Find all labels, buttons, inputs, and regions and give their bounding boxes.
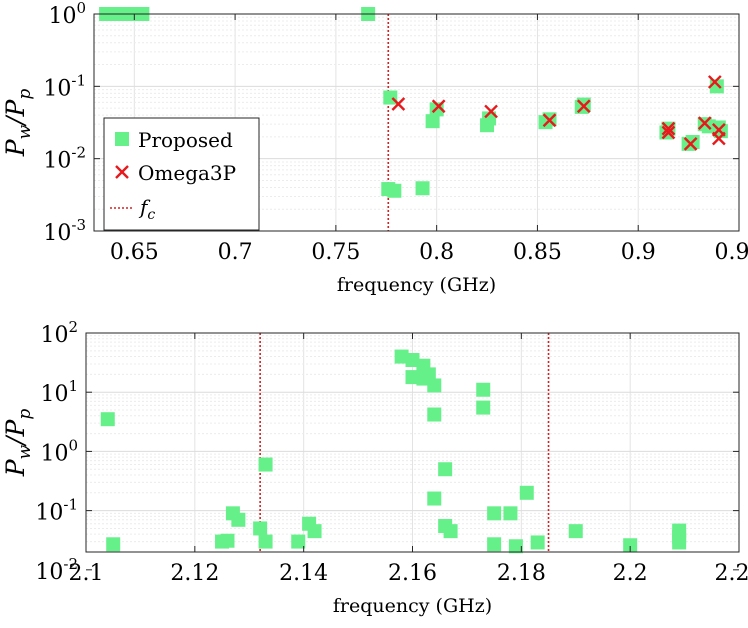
top-omega3p-stroke [431,99,446,114]
top-y-tick-label: 10-2 [43,144,86,174]
top-omega3p-stroke [707,75,722,89]
top-omega3p-stroke [697,116,712,130]
top-omega3p-stroke [542,113,557,128]
top-y-tick-label: 100 [48,0,86,29]
bottom-x-tick-label: 2.14 [279,561,328,586]
bottom-proposed-point [427,378,442,393]
bottom-proposed-point [258,457,273,472]
bottom-proposed-point [672,535,687,550]
top-omega3p-point [707,75,722,89]
bottom-proposed-point [503,506,518,521]
top-y-tick-label: 10-3 [43,216,86,246]
bottom-proposed-point [508,539,523,554]
top-omega3p-point [661,125,676,140]
bottom-series-proposed [100,349,687,554]
bottom-proposed-point [405,370,420,385]
top-series-omega3p [391,75,726,151]
bottom-proposed-point [476,382,491,397]
bottom-proposed-point [307,524,322,539]
top-proposed-point [425,114,440,129]
bottom-y-tick-label: 10-1 [35,496,78,526]
top-axes-box [93,13,740,232]
bottom-proposed-point [443,524,458,539]
top-x-tick-label: 0.65 [110,240,159,265]
bottom-y-tick-label: 100 [40,436,78,466]
bottom-proposed-point [291,534,306,549]
legend-proposed-label: Proposed [138,128,233,152]
legend-omega3p-marker [115,165,129,179]
top-proposed-point [415,181,430,196]
bottom-proposed-point [519,485,534,500]
top-omega3p-point [697,116,712,130]
bottom-y-axis-label: Pw/Pp [1,409,35,478]
top-omega3p-stroke [484,104,498,119]
bottom-proposed-point [427,407,442,422]
top-omega3p-point [391,97,406,111]
top-x-tick-label: 0.8 [419,240,454,265]
top-x-axis-label: frequency (GHz) [337,274,496,296]
top-y-tick-label: 10-1 [43,71,86,101]
top-omega3p-point [576,99,591,114]
bottom-x-tick-label: 2.22 [715,561,748,586]
top-proposed-point [482,111,497,126]
bottom-x-tick-label: 2.18 [497,561,546,586]
legend-box [103,117,260,231]
bottom-x-axis-label: frequency (GHz) [333,595,492,617]
top-tick-marks [94,13,740,232]
top-omega3p-point [542,113,557,128]
top-omega3p-stroke [576,99,591,114]
top-omega3p-stroke [391,97,406,111]
bottom-proposed-point [100,412,115,427]
bottom-proposed-point [487,506,502,521]
bottom-proposed-point [623,538,638,553]
bottom-proposed-point [405,352,420,367]
top-omega3p-point [661,121,676,136]
top-omega3p-stroke [661,125,676,140]
bottom-proposed-point [231,512,246,527]
bottom-x-tick-label: 2.1 [69,561,104,586]
top-omega3p-point [484,104,498,119]
top-omega3p-point [683,137,698,151]
bottom-tick-marks [85,332,740,571]
bottom-proposed-point [438,462,453,477]
bottom-x-tick-label: 2.16 [388,561,437,586]
top-x-tick-label: 0.95 [715,240,748,265]
top-omega3p-stroke [661,121,676,136]
bottom-proposed-point [258,534,273,549]
top-x-tick-label: 0.75 [311,240,360,265]
top-y-axis-label: Pw/Pp [1,89,35,158]
bottom-proposed-point [487,537,502,552]
top-omega3p-stroke [711,131,726,146]
legend-proposed-marker [115,132,129,146]
top-omega3p-stroke [683,137,698,151]
chart-bottom: 2.1 2.12 2.14 2.16 2.18 2.2 2.22 102 101 100 10-1 1… [1,318,748,617]
top-omega3p-point [431,99,446,114]
top-x-tick-label: 0.85 [513,240,562,265]
legend-omega3p-stroke [115,165,129,179]
top-proposed-point [387,183,402,198]
bottom-proposed-point [394,349,409,364]
bottom-x-tick-label: 2.12 [170,561,219,586]
top-omega3p-point [711,131,726,146]
chart-top: 0.65 0.7 0.75 0.8 0.85 0.9 0.95 100 10-1 10-2 10-3… [1,0,748,296]
bottom-y-tick-label: 101 [40,377,78,407]
bottom-proposed-point [568,524,583,539]
bottom-proposed-point [220,533,235,548]
bottom-proposed-point [427,491,442,506]
bottom-x-tick-label: 2.2 [613,561,648,586]
top-x-tick-label: 0.9 [621,240,656,265]
bottom-proposed-point [476,400,491,415]
bottom-proposed-point [530,535,545,550]
bottom-proposed-point [253,521,268,536]
legend-omega3p-label: Omega3P [138,161,236,185]
bottom-y-tick-label: 102 [40,318,78,348]
bottom-proposed-point [421,367,436,382]
top-proposed-point [576,97,591,112]
top-x-tick-label: 0.7 [218,240,253,265]
bottom-y-tick-label: 10-2 [35,555,78,585]
bottom-proposed-point [106,537,121,552]
